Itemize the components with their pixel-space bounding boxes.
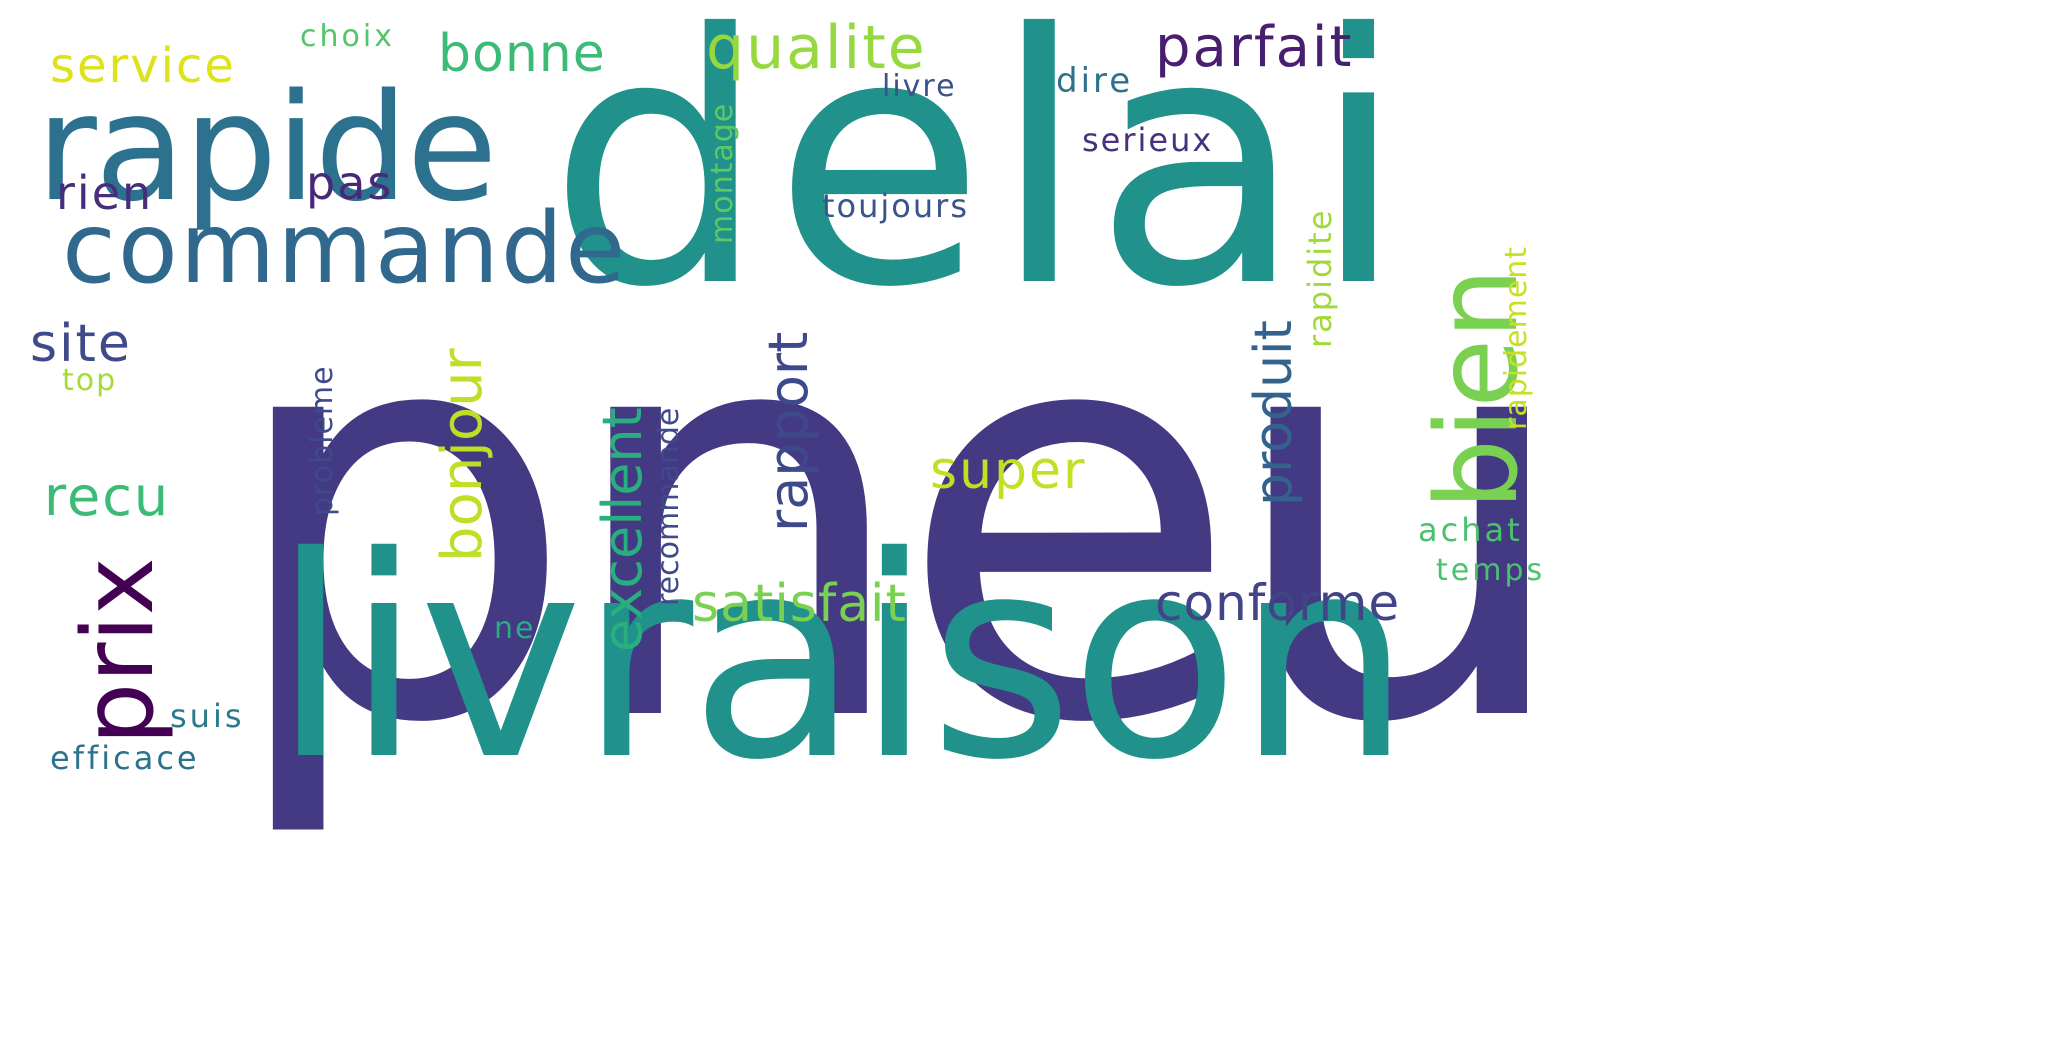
word-top: top [62,363,118,398]
word-serieux: serieux [1082,121,1214,159]
word-suis: suis [170,697,245,735]
word-service: service [50,38,236,94]
word-recu: recu [44,465,171,528]
word-rapidite: rapidite [1301,208,1339,348]
word-rapport: rapport [757,331,820,532]
word-toujours: toujours [822,187,969,225]
word-parfait: parfait [1155,15,1354,80]
word-site: site [30,314,132,374]
word-excellent: excellent [591,407,654,652]
word-livre: livre [882,69,957,104]
word-prix: prix [62,557,176,745]
word-choix: choix [300,19,395,54]
word-bonjour: bonjour [430,348,495,562]
word-produit: produit [1244,320,1304,506]
word-recommande: recommande [651,407,686,606]
word-rien: rien [56,166,154,220]
word-montage: montage [705,102,740,244]
word-rapide: rapide [36,62,498,234]
word-probleme: probleme [305,365,340,516]
word-commande: commande [62,192,628,306]
word-super: super [930,441,1087,501]
word-satisfait: satisfait [692,574,907,634]
word-delai: delai [548,0,1413,363]
word-temps: temps [1436,553,1546,588]
word-qualite: qualite [706,13,927,83]
word-efficace: efficace [50,739,200,777]
word-rapidement: rapidement [1499,245,1534,430]
word-pneu: pneu [222,194,1578,846]
word-conforme: conforme [1155,574,1401,632]
word-ne: ne [494,611,536,646]
word-bonne: bonne [438,24,606,84]
word-pas: pas [306,156,394,210]
word-achat: achat [1418,511,1523,549]
word-livraison: livraison [272,497,1412,821]
word-dire: dire [1056,61,1134,101]
